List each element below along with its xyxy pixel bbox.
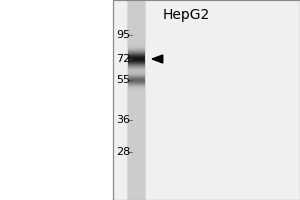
Bar	[112, 0, 300, 200]
Text: 28: 28	[116, 147, 130, 157]
Polygon shape	[152, 55, 163, 63]
Text: 55: 55	[116, 75, 130, 85]
Bar	[127, 0, 146, 200]
Text: 72: 72	[116, 54, 130, 64]
Bar	[112, 0, 300, 200]
Text: HepG2: HepG2	[162, 8, 210, 22]
Text: 36: 36	[116, 115, 130, 125]
Text: 95: 95	[116, 30, 130, 40]
